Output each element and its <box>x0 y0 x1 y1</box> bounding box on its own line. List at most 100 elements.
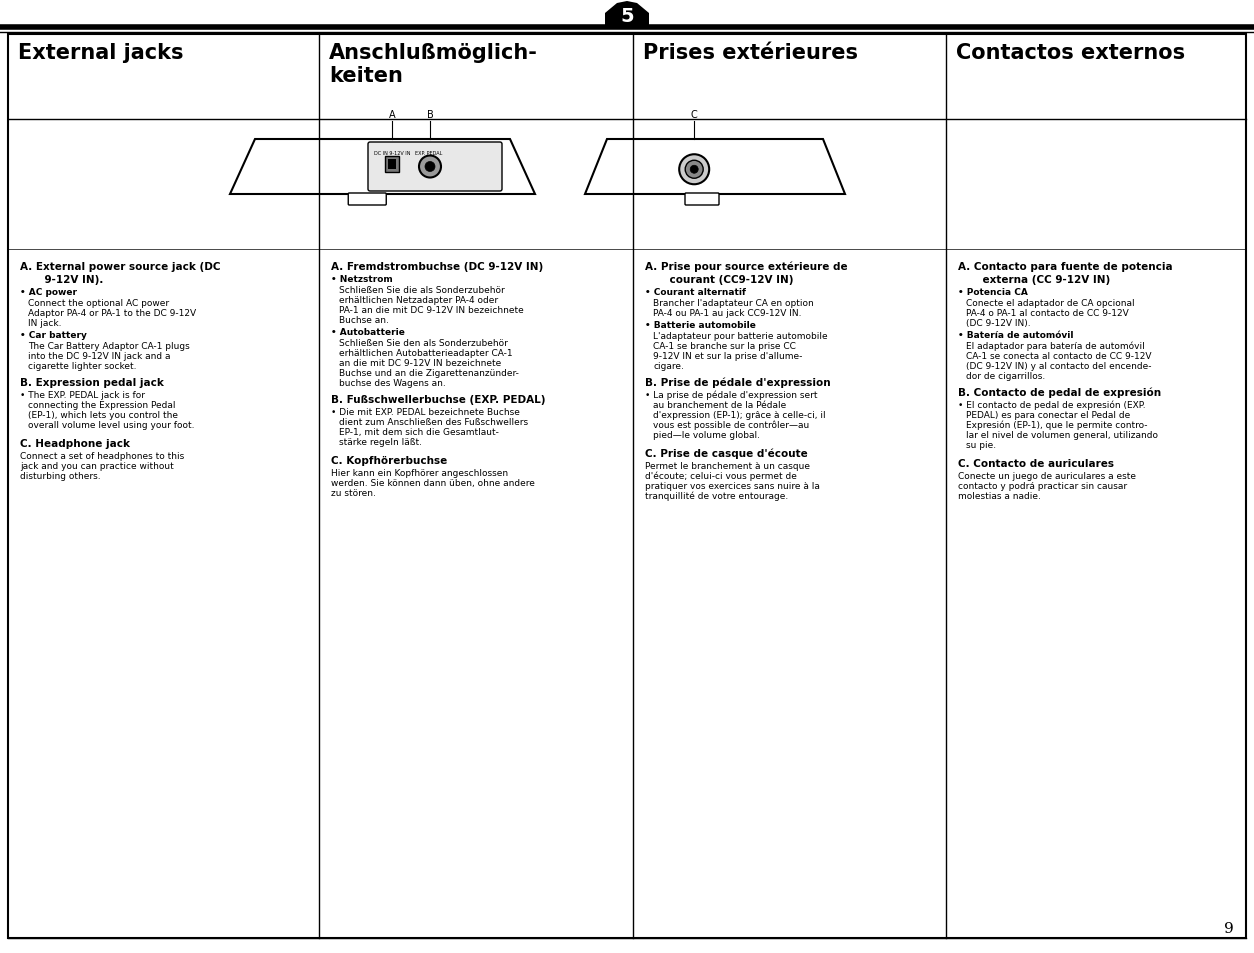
Text: External jacks: External jacks <box>18 43 183 63</box>
Text: A. External power source jack (DC: A. External power source jack (DC <box>20 262 221 272</box>
Text: CA-1 se conecta al contacto de CC 9-12V: CA-1 se conecta al contacto de CC 9-12V <box>966 352 1151 360</box>
Text: molestias a nadie.: molestias a nadie. <box>958 492 1041 500</box>
Text: su pie.: su pie. <box>966 440 996 450</box>
Circle shape <box>685 161 703 179</box>
Text: jack and you can practice without: jack and you can practice without <box>20 461 174 471</box>
Text: Contactos externos: Contactos externos <box>956 43 1185 63</box>
Text: tranquillité de votre entourage.: tranquillité de votre entourage. <box>645 492 789 501</box>
Text: Connect the optional AC power: Connect the optional AC power <box>28 298 169 308</box>
Text: dor de cigarrillos.: dor de cigarrillos. <box>966 372 1046 380</box>
Text: contacto y podrá practicar sin causar: contacto y podrá practicar sin causar <box>958 481 1127 491</box>
PathPatch shape <box>586 140 845 194</box>
Text: au branchement de la Pédale: au branchement de la Pédale <box>653 400 786 410</box>
Text: overall volume level using your foot.: overall volume level using your foot. <box>28 420 194 430</box>
Text: El adaptador para batería de automóvil: El adaptador para batería de automóvil <box>966 341 1145 351</box>
Text: • Die mit EXP. PEDAL bezeichnete Buchse: • Die mit EXP. PEDAL bezeichnete Buchse <box>331 408 520 416</box>
Text: C. Headphone jack: C. Headphone jack <box>20 438 130 449</box>
Text: • El contacto de pedal de expresión (EXP.: • El contacto de pedal de expresión (EXP… <box>958 400 1146 410</box>
Text: B. Fußschwellerbuchse (EXP. PEDAL): B. Fußschwellerbuchse (EXP. PEDAL) <box>331 395 545 405</box>
FancyBboxPatch shape <box>685 193 719 206</box>
Text: B: B <box>426 110 434 120</box>
Text: Hier kann ein Kopfhörer angeschlossen: Hier kann ein Kopfhörer angeschlossen <box>331 469 508 477</box>
Text: • Batería de automóvil: • Batería de automóvil <box>958 331 1073 339</box>
Text: erhältlichen Netzadapter PA-4 oder: erhältlichen Netzadapter PA-4 oder <box>339 295 498 305</box>
Text: • La prise de pédale d'expression sert: • La prise de pédale d'expression sert <box>645 391 818 400</box>
Text: disturbing others.: disturbing others. <box>20 472 100 480</box>
Text: 9-12V IN et sur la prise d'allume-: 9-12V IN et sur la prise d'allume- <box>653 352 803 360</box>
Text: Expresión (EP-1), que le permite contro-: Expresión (EP-1), que le permite contro- <box>966 420 1147 430</box>
Text: Schließen Sie die als Sonderzubehör: Schließen Sie die als Sonderzubehör <box>339 286 505 294</box>
Text: pratiquer vos exercices sans nuire à la: pratiquer vos exercices sans nuire à la <box>645 481 820 491</box>
Text: pied—le volume global.: pied—le volume global. <box>653 431 760 439</box>
Circle shape <box>425 162 435 172</box>
Text: Buchse und an die Zigarettenanzünder-: Buchse und an die Zigarettenanzünder- <box>339 369 519 377</box>
Text: lar el nivel de volumen general, utilizando: lar el nivel de volumen general, utiliza… <box>966 431 1157 439</box>
Bar <box>385 157 399 172</box>
Text: IN jack.: IN jack. <box>28 318 61 328</box>
Text: externa (CC 9-12V IN): externa (CC 9-12V IN) <box>968 274 1110 285</box>
Text: Permet le branchement à un casque: Permet le branchement à un casque <box>645 461 810 471</box>
Text: A. Prise pour source extérieure de: A. Prise pour source extérieure de <box>645 262 848 273</box>
Text: C: C <box>691 110 697 120</box>
PathPatch shape <box>604 2 650 28</box>
Text: zu stören.: zu stören. <box>331 489 376 497</box>
Text: an die mit DC 9-12V IN bezeichnete: an die mit DC 9-12V IN bezeichnete <box>339 358 502 368</box>
Text: • Autobatterie: • Autobatterie <box>331 328 405 336</box>
Text: (DC 9-12V IN).: (DC 9-12V IN). <box>966 318 1031 328</box>
Text: B. Expression pedal jack: B. Expression pedal jack <box>20 377 164 388</box>
Text: B. Prise de pédale d'expression: B. Prise de pédale d'expression <box>645 377 830 388</box>
Text: erhältlichen Autobatterieadapter CA-1: erhältlichen Autobatterieadapter CA-1 <box>339 349 513 357</box>
Text: PEDAL) es para conectar el Pedal de: PEDAL) es para conectar el Pedal de <box>966 411 1130 419</box>
Text: d'écoute; celui-ci vous permet de: d'écoute; celui-ci vous permet de <box>645 472 796 481</box>
Text: A. Contacto para fuente de potencia: A. Contacto para fuente de potencia <box>958 262 1172 272</box>
Text: • Courant alternatif: • Courant alternatif <box>645 288 746 296</box>
Text: DC IN 9-12V IN   EXP. PEDAL: DC IN 9-12V IN EXP. PEDAL <box>374 151 443 156</box>
Text: Schließen Sie den als Sonderzubehör: Schließen Sie den als Sonderzubehör <box>339 338 508 348</box>
Text: werden. Sie können dann üben, ohne andere: werden. Sie können dann üben, ohne ander… <box>331 478 535 488</box>
Text: PA-4 o PA-1 al contacto de CC 9-12V: PA-4 o PA-1 al contacto de CC 9-12V <box>966 309 1129 317</box>
Text: buchse des Wagens an.: buchse des Wagens an. <box>339 378 445 388</box>
Text: A. Fremdstrombuchse (DC 9-12V IN): A. Fremdstrombuchse (DC 9-12V IN) <box>331 262 543 272</box>
Text: C. Prise de casque d'écoute: C. Prise de casque d'écoute <box>645 449 808 459</box>
Text: EP-1, mit dem sich die Gesamtlaut-: EP-1, mit dem sich die Gesamtlaut- <box>339 428 499 436</box>
Text: Conecte un juego de auriculares a este: Conecte un juego de auriculares a este <box>958 472 1136 480</box>
Text: Conecte el adaptador de CA opcional: Conecte el adaptador de CA opcional <box>966 298 1135 308</box>
Text: d'expression (EP-1); grâce à celle-ci, il: d'expression (EP-1); grâce à celle-ci, i… <box>653 411 825 419</box>
Text: 9: 9 <box>1224 921 1234 935</box>
Text: • The EXP. PEDAL jack is for: • The EXP. PEDAL jack is for <box>20 391 145 399</box>
Text: Connect a set of headphones to this: Connect a set of headphones to this <box>20 452 184 460</box>
Text: Anschlußmöglich-
keiten: Anschlußmöglich- keiten <box>329 43 538 86</box>
Text: • Batterie automobile: • Batterie automobile <box>645 320 756 330</box>
Circle shape <box>690 166 698 174</box>
Text: (EP-1), which lets you control the: (EP-1), which lets you control the <box>28 411 178 419</box>
Text: connecting the Expression Pedal: connecting the Expression Pedal <box>28 400 176 410</box>
Text: A: A <box>389 110 395 120</box>
Text: (DC 9-12V IN) y al contacto del encende-: (DC 9-12V IN) y al contacto del encende- <box>966 361 1151 371</box>
Text: Buchse an.: Buchse an. <box>339 315 389 325</box>
Text: Prises extérieures: Prises extérieures <box>643 43 858 63</box>
Text: • Car battery: • Car battery <box>20 331 87 339</box>
Circle shape <box>680 155 710 185</box>
Text: courant (CC9-12V IN): courant (CC9-12V IN) <box>655 274 794 285</box>
Text: PA-1 an die mit DC 9-12V IN bezeichnete: PA-1 an die mit DC 9-12V IN bezeichnete <box>339 306 524 314</box>
FancyBboxPatch shape <box>367 143 502 192</box>
Text: into the DC 9-12V IN jack and a: into the DC 9-12V IN jack and a <box>28 352 171 360</box>
PathPatch shape <box>229 140 535 194</box>
Text: C. Kopfhörerbuchse: C. Kopfhörerbuchse <box>331 456 448 465</box>
Text: 9-12V IN).: 9-12V IN). <box>30 274 103 285</box>
Text: • Potencia CA: • Potencia CA <box>958 288 1028 296</box>
Text: PA-4 ou PA-1 au jack CC9-12V IN.: PA-4 ou PA-1 au jack CC9-12V IN. <box>653 309 801 317</box>
Text: CA-1 se branche sur la prise CC: CA-1 se branche sur la prise CC <box>653 341 796 351</box>
Text: cigare.: cigare. <box>653 361 683 371</box>
Text: Adaptor PA-4 or PA-1 to the DC 9-12V: Adaptor PA-4 or PA-1 to the DC 9-12V <box>28 309 196 317</box>
Text: B. Contacto de pedal de expresión: B. Contacto de pedal de expresión <box>958 388 1161 398</box>
Text: cigarette lighter socket.: cigarette lighter socket. <box>28 361 137 371</box>
Text: L'adaptateur pour batterie automobile: L'adaptateur pour batterie automobile <box>653 332 828 340</box>
Text: vous est possible de contrôler—au: vous est possible de contrôler—au <box>653 420 809 430</box>
Text: 5: 5 <box>621 8 633 27</box>
Text: • Netzstrom: • Netzstrom <box>331 274 393 284</box>
Bar <box>387 160 396 170</box>
Text: stärke regeln läßt.: stärke regeln läßt. <box>339 437 423 447</box>
Text: • AC power: • AC power <box>20 288 76 296</box>
Circle shape <box>419 156 441 178</box>
